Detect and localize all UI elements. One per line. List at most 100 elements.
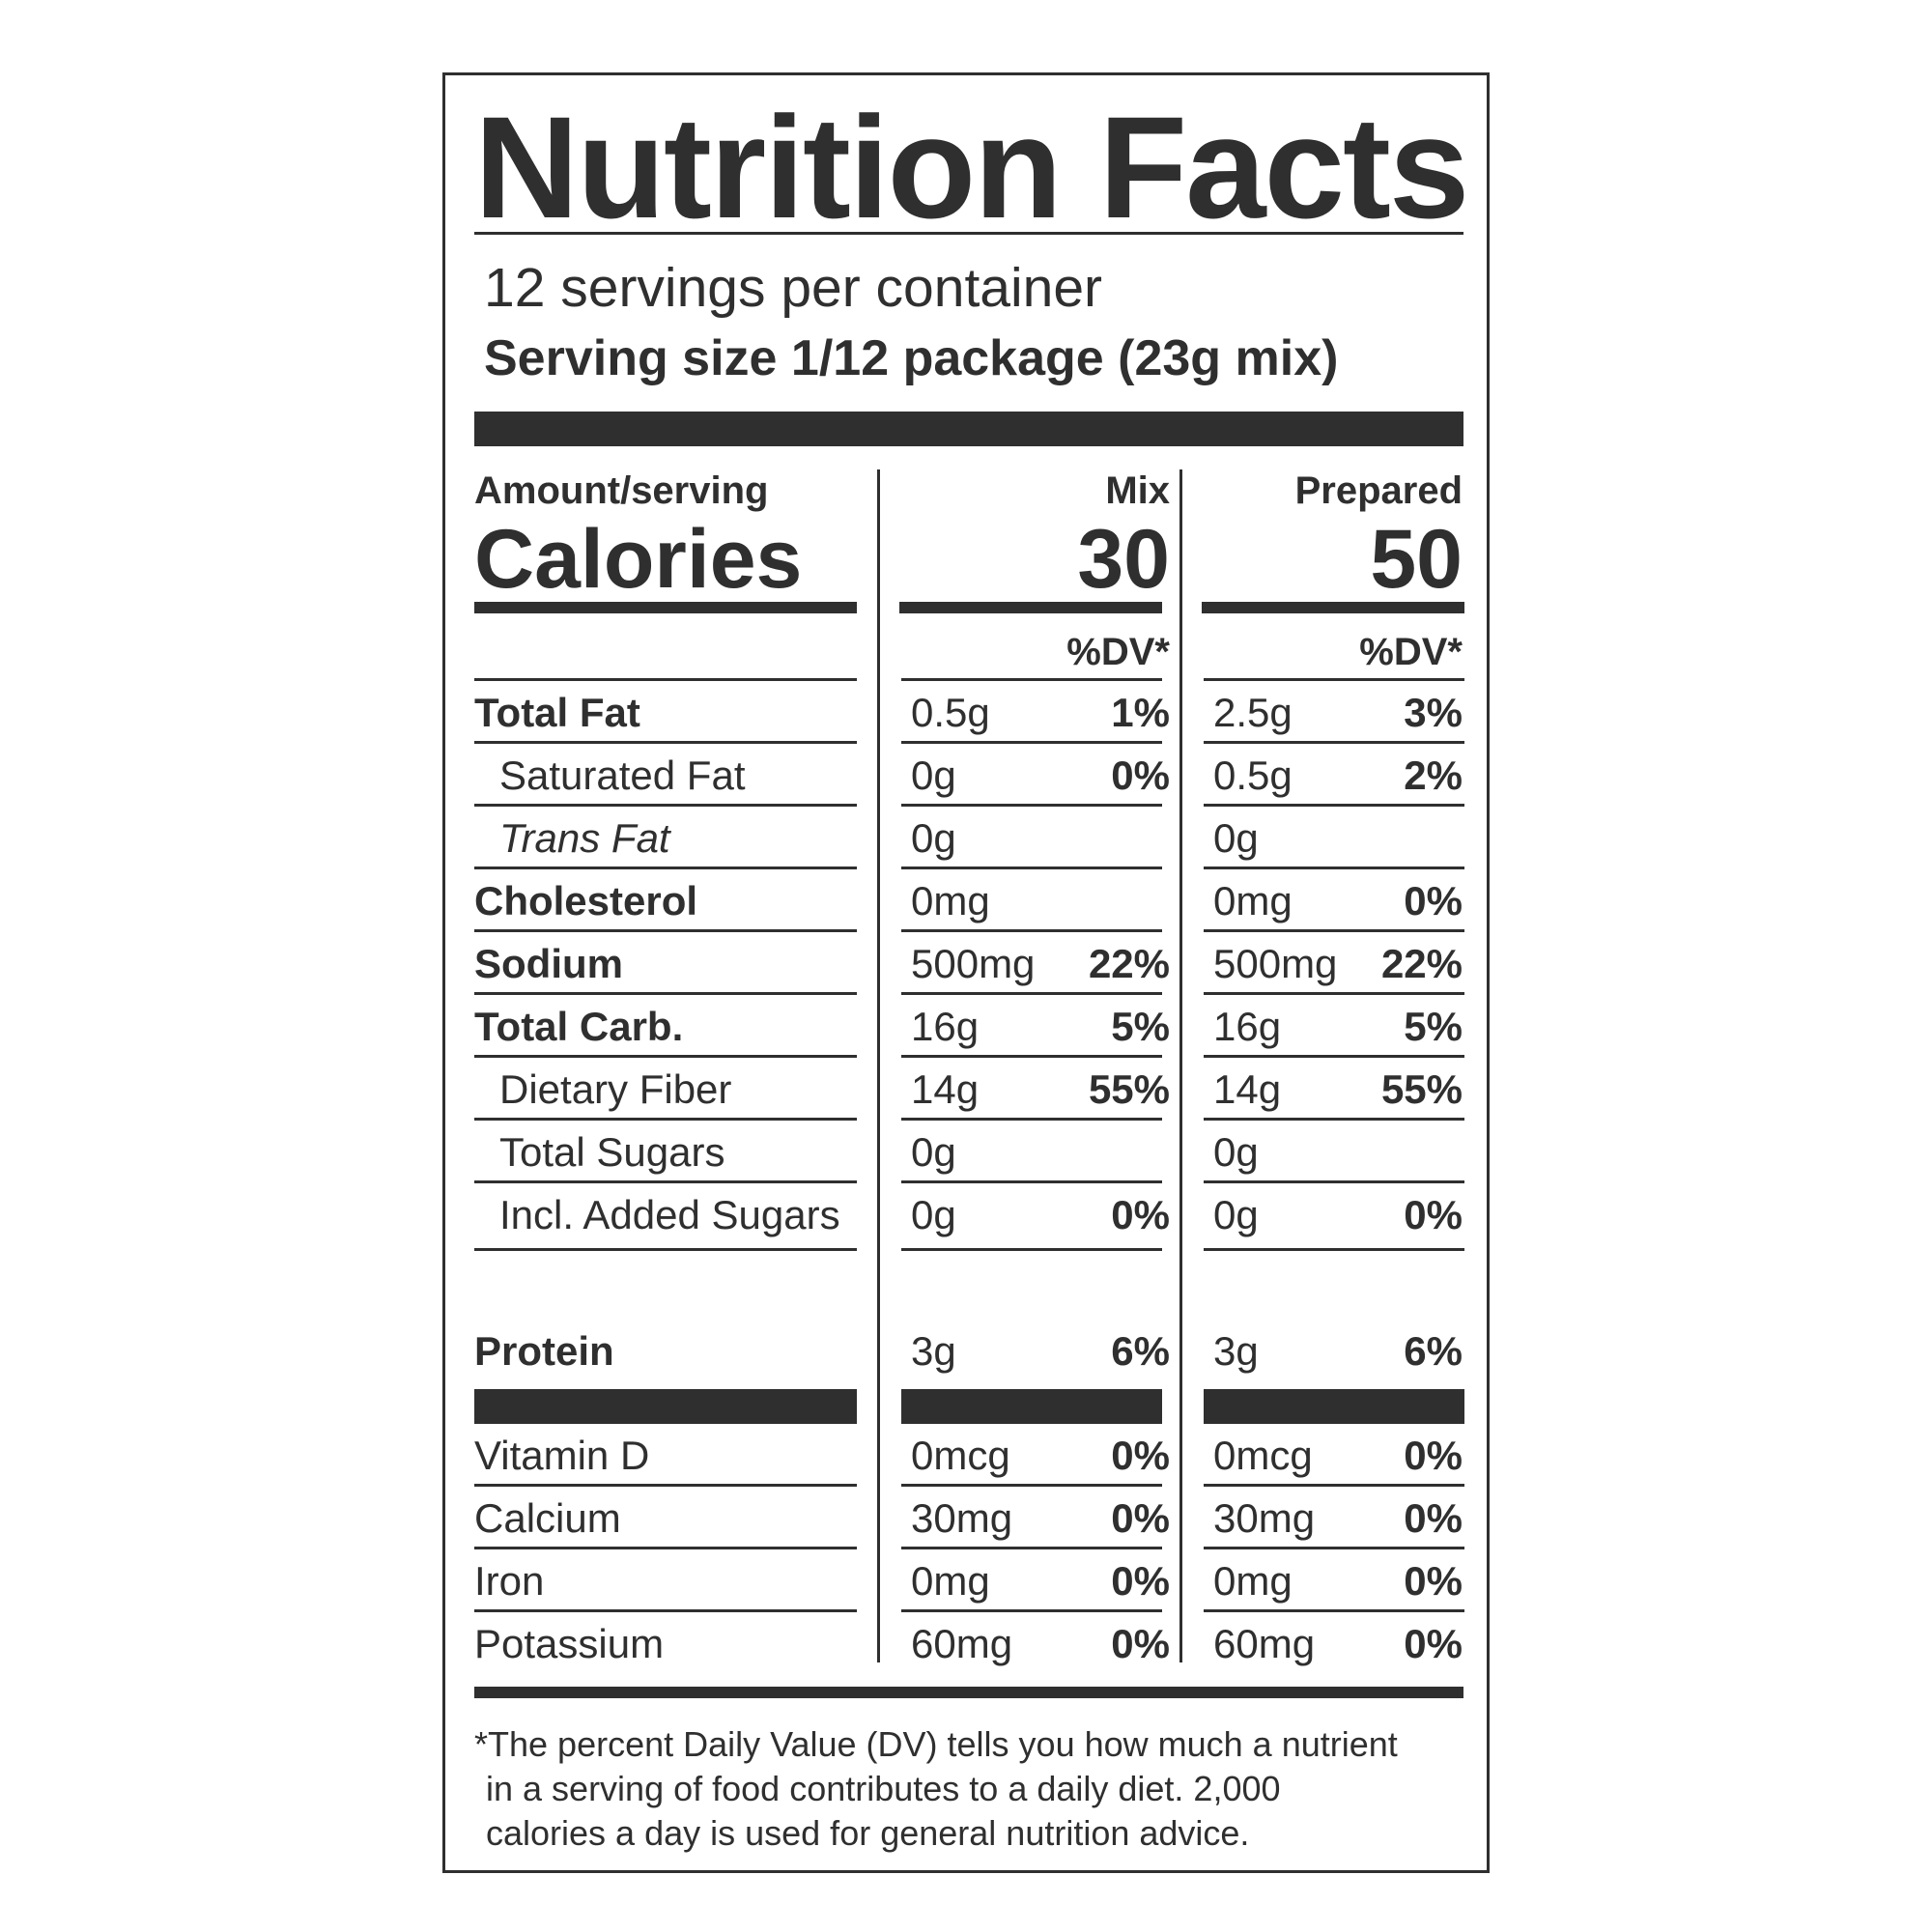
calories-divider-prep: [1202, 602, 1464, 613]
nutrient-row-dietary-fiber: Dietary Fiber 14g 55% 14g 55%: [445, 1058, 1492, 1121]
nutrient-name: Saturated Fat: [499, 753, 746, 798]
calories-label: Calories: [474, 513, 803, 606]
serving-size: Serving size 1/12 package (23g mix): [484, 330, 1339, 386]
nutrient-name: Iron: [474, 1558, 545, 1604]
prepared-column-header: Prepared: [1294, 469, 1463, 512]
mix-dv: 5%: [1111, 1004, 1170, 1049]
nutrient-row-sodium: Sodium 500mg 22% 500mg 22%: [445, 932, 1492, 995]
prepared-dv: 0%: [1404, 1621, 1463, 1666]
prepared-amount: 30mg: [1213, 1495, 1316, 1541]
prepared-amount: 16g: [1213, 1004, 1282, 1049]
amount-per-serving-label: Amount/serving: [474, 469, 769, 512]
prepared-dv: [1368, 1121, 1463, 1183]
prepared-amount: 14g: [1213, 1066, 1282, 1112]
nutrient-name: Total Fat: [474, 690, 640, 735]
nutrient-row-total-sugars: Total Sugars 0g 0g: [445, 1121, 1492, 1183]
prepared-dv: 2%: [1404, 753, 1463, 798]
nutrient-name: Protein: [474, 1328, 614, 1374]
prepared-dv: 3%: [1404, 690, 1463, 735]
nutrient-name: Cholesterol: [474, 878, 698, 923]
prepared-amount: 0g: [1213, 815, 1259, 861]
mix-amount: 14g: [911, 1066, 980, 1112]
mix-dv: 0%: [1111, 1558, 1170, 1604]
mix-dv: 1%: [1111, 690, 1170, 735]
mix-column-header: Mix: [1105, 469, 1170, 512]
prepared-amount: 0g: [1213, 1192, 1259, 1237]
nutrient-row-total-carb: Total Carb. 16g 5% 16g 5%: [445, 995, 1492, 1058]
vitamin-row-vitamin-d: Vitamin D 0mcg 0% 0mcg 0%: [445, 1424, 1492, 1487]
prepared-amount: 0mcg: [1213, 1433, 1313, 1478]
prepared-dv: 0%: [1404, 1558, 1463, 1604]
protein-divider-prep: [1204, 1389, 1464, 1424]
mix-dv-header: %DV*: [1066, 631, 1170, 673]
mix-amount: 500mg: [911, 941, 1036, 986]
prepared-calories: 50: [1370, 513, 1463, 606]
nutrient-row-saturated-fat: Saturated Fat 0g 0% 0.5g 2%: [445, 744, 1492, 807]
mix-amount: 0mg: [911, 878, 990, 923]
nutrient-row-cholesterol: Cholesterol 0mg 0mg 0%: [445, 869, 1492, 932]
protein-divider-name: [474, 1389, 857, 1424]
mix-amount: 0mcg: [911, 1433, 1010, 1478]
mix-amount: 16g: [911, 1004, 980, 1049]
mix-amount: 60mg: [911, 1621, 1013, 1666]
nutrition-label: Nutrition Facts 12 servings per containe…: [442, 72, 1490, 1873]
thick-divider-bottom: [474, 1687, 1463, 1698]
nutrient-name: Sodium: [474, 941, 623, 986]
nutrient-row-added-sugars: Incl. Added Sugars 0g 0% 0g 0%: [445, 1183, 1492, 1251]
prepared-dv: 0%: [1404, 878, 1463, 923]
title-divider: [474, 232, 1463, 235]
mix-amount: 0mg: [911, 1558, 990, 1604]
column-divider-2: [1179, 469, 1182, 1662]
mix-amount: 0g: [911, 1192, 956, 1237]
mix-dv: [1056, 807, 1170, 869]
vitamin-row-iron: Iron 0mg 0% 0mg 0%: [445, 1549, 1492, 1612]
footnote-line-3: calories a day is used for general nutri…: [486, 1813, 1250, 1853]
mix-dv: 6%: [1111, 1328, 1170, 1374]
prepared-amount: 3g: [1213, 1328, 1259, 1374]
prepared-amount: 0mg: [1213, 878, 1293, 923]
thick-divider-top: [474, 412, 1463, 446]
prepared-dv-header: %DV*: [1359, 631, 1463, 673]
vitamin-row-calcium: Calcium 30mg 0% 30mg 0%: [445, 1487, 1492, 1549]
prepared-dv: 22%: [1380, 941, 1463, 986]
nutrient-row-protein: Protein 3g 6% 3g 6%: [445, 1320, 1492, 1382]
prepared-dv: 0%: [1404, 1192, 1463, 1237]
prepared-dv: 0%: [1404, 1495, 1463, 1541]
prepared-amount: 0g: [1213, 1129, 1259, 1175]
nutrient-name: Vitamin D: [474, 1433, 650, 1478]
mix-dv: 55%: [1088, 1066, 1170, 1112]
nutrient-name: Total Carb.: [474, 1004, 684, 1049]
calories-divider-name: [474, 602, 857, 613]
prepared-dv: 0%: [1404, 1433, 1463, 1478]
column-divider-1: [877, 469, 880, 1662]
nutrient-name: Total Sugars: [499, 1129, 725, 1175]
mix-amount: 0.5g: [911, 690, 990, 735]
mix-amount: 0g: [911, 753, 956, 798]
nutrient-row-total-fat: Total Fat 0.5g 1% 2.5g 3%: [445, 681, 1492, 744]
mix-dv: 22%: [1088, 941, 1170, 986]
prepared-dv: 55%: [1380, 1066, 1463, 1112]
mix-dv: 0%: [1111, 1621, 1170, 1666]
mix-dv: [1056, 869, 1170, 932]
nutrient-name: Dietary Fiber: [499, 1066, 732, 1112]
prepared-amount: 0mg: [1213, 1558, 1293, 1604]
prepared-amount: 2.5g: [1213, 690, 1293, 735]
daily-value-footnote: *The percent Daily Value (DV) tells you …: [474, 1722, 1479, 1856]
footnote-line-2: in a serving of food contributes to a da…: [486, 1769, 1281, 1808]
vitamin-row-potassium: Potassium 60mg 0% 60mg 0%: [445, 1612, 1492, 1675]
dv-divider-prep: [1204, 678, 1464, 681]
prepared-amount: 60mg: [1213, 1621, 1316, 1666]
mix-amount: 0g: [911, 1129, 956, 1175]
prepared-dv: 6%: [1404, 1328, 1463, 1374]
prepared-dv: 5%: [1404, 1004, 1463, 1049]
mix-amount: 0g: [911, 815, 956, 861]
nutrient-name: Incl. Added Sugars: [499, 1192, 840, 1237]
mix-dv: 0%: [1111, 1495, 1170, 1541]
nutrient-name: Calcium: [474, 1495, 621, 1541]
mix-dv: 0%: [1111, 753, 1170, 798]
prepared-amount: 500mg: [1213, 941, 1338, 986]
protein-divider-mix: [901, 1389, 1162, 1424]
servings-per-container: 12 servings per container: [484, 257, 1103, 319]
prepared-dv: [1368, 807, 1463, 869]
mix-dv: [1056, 1121, 1170, 1183]
